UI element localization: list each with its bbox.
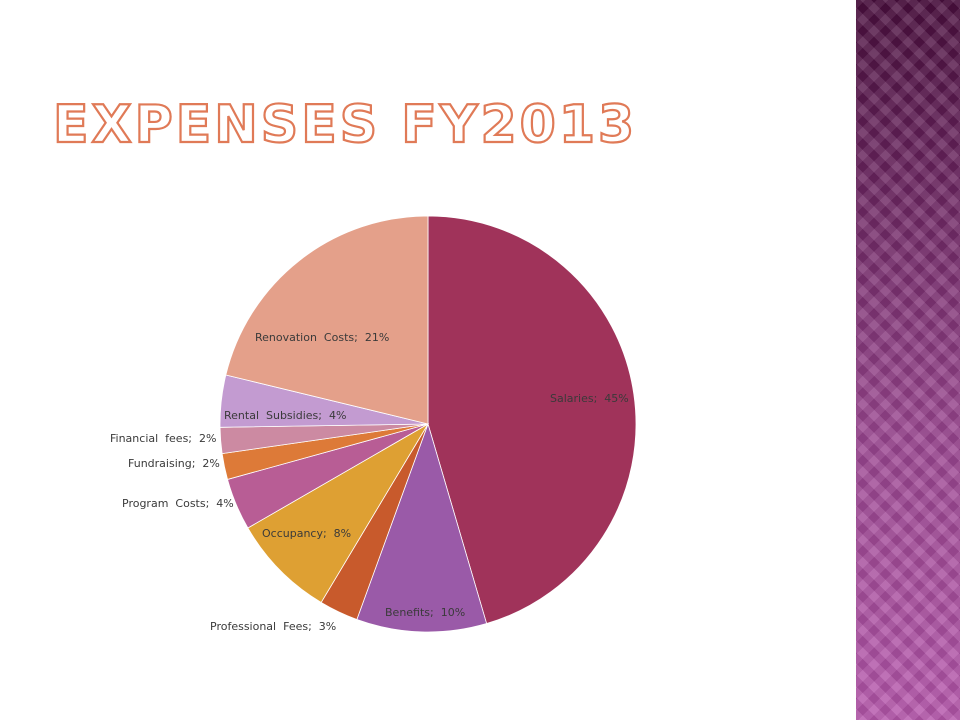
data-label-salaries: Salaries; 45% [550,392,629,405]
slide-title-text: EXPENSES FY2013 [53,96,637,155]
data-label-rental-subsidies: Rental Subsidies; 4% [224,409,346,422]
data-label-occupancy: Occupancy; 8% [262,527,351,540]
data-label-program-costs: Program Costs; 4% [122,497,234,510]
pie-chart: Salaries; 45% Benefits; 10% Professional F… [110,215,637,633]
slide-title-svg: EXPENSES FY2013 [52,94,637,156]
data-label-professional-fees: Professional Fees; 3% [210,620,336,633]
data-label-renovation-costs: Renovation Costs; 21% [255,331,389,344]
pie-slice-benefits [356,422,488,633]
slide-title: EXPENSES FY2013 [52,94,753,156]
data-label-benefits: Benefits; 10% [385,606,465,619]
pie-slice-renovation-costs [225,215,429,425]
pie-slice-salaries [427,215,637,625]
data-label-fundraising: Fundraising; 2% [128,457,220,470]
pie-chart-svg: Salaries; 45% Benefits; 10% Professional F… [110,215,637,633]
data-label-financial-fees: Financial fees; 2% [110,432,216,445]
decorative-side-band [856,0,960,720]
pie-slice-occupancy [247,422,430,604]
